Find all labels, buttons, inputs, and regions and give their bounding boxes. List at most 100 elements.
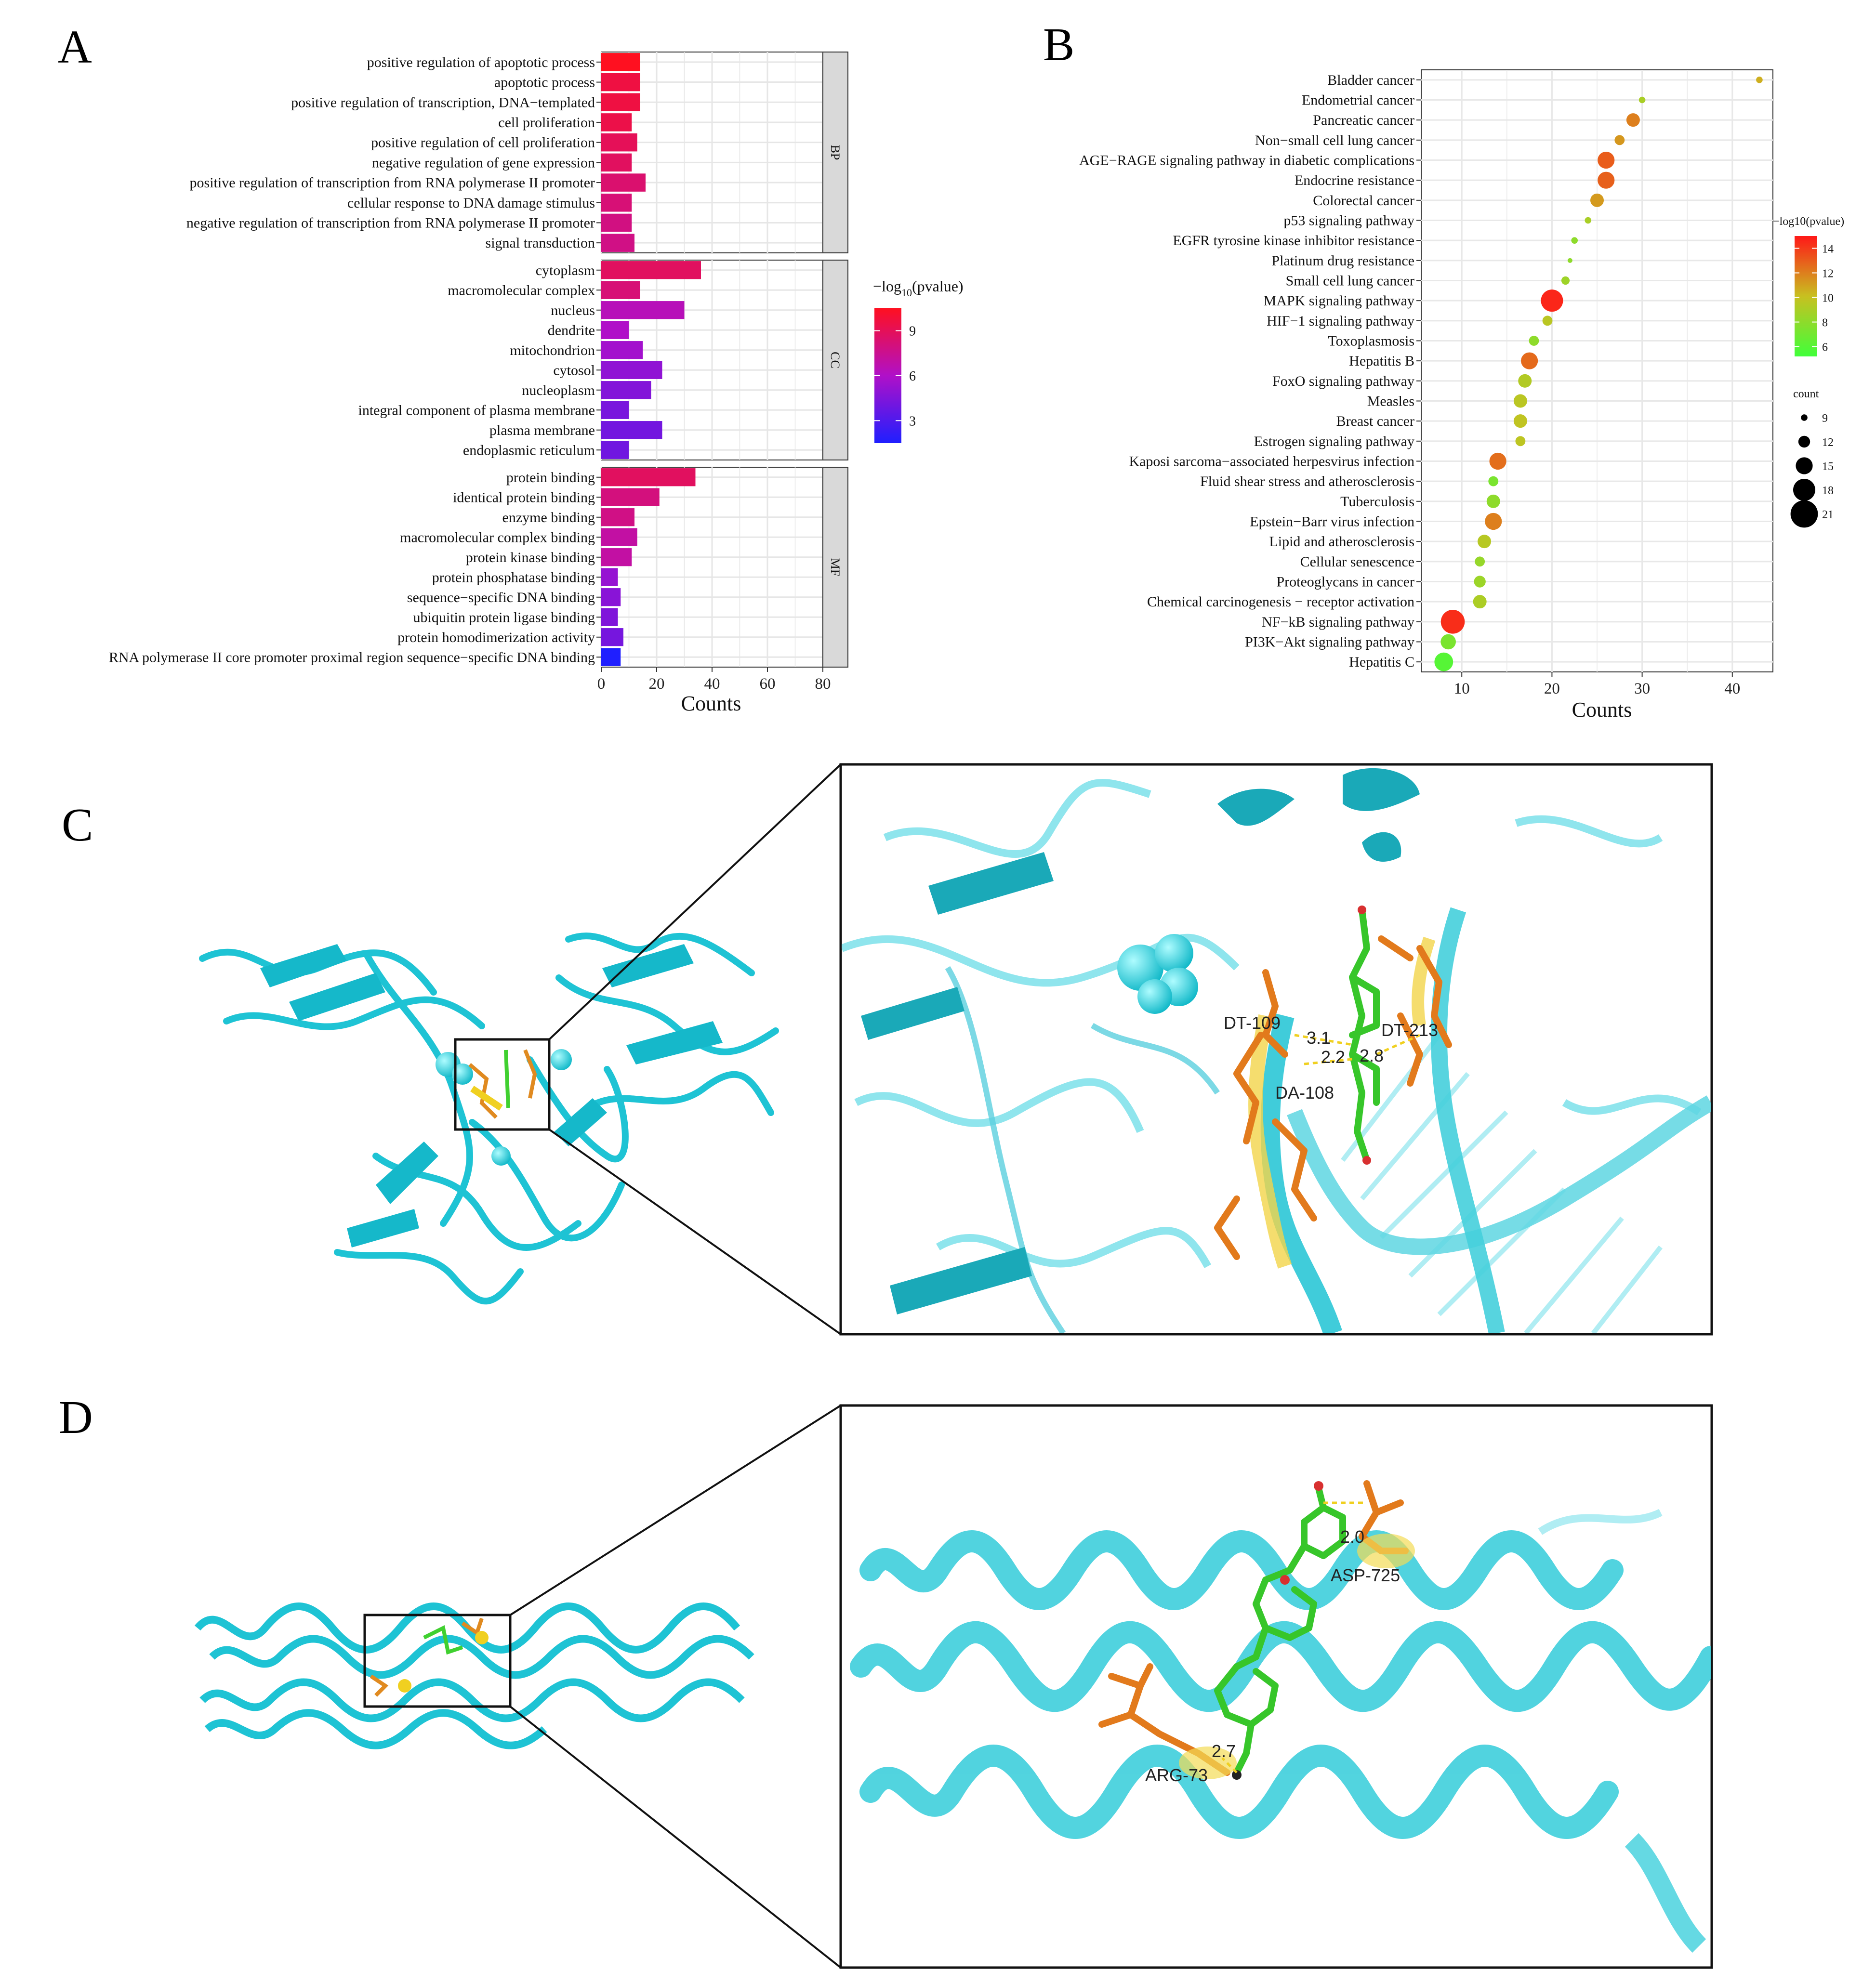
kegg-category-label: Epstein−Barr virus infection: [1250, 514, 1414, 530]
docking-c-zoom-box: [454, 1038, 551, 1131]
kegg-dot: [1515, 436, 1526, 447]
go-bar: [601, 548, 632, 566]
go-bar: [601, 73, 640, 92]
kegg-legend-tick-label: 6: [1822, 341, 1828, 354]
kegg-size-legend-dot: [1798, 435, 1810, 448]
go-category-label: protein kinase binding: [466, 550, 595, 565]
go-bar: [601, 113, 632, 131]
go-legend-title: −log10(pvalue): [873, 277, 964, 299]
go-category-label: cytosol: [553, 362, 595, 378]
kegg-legend-tick-label: 8: [1822, 317, 1828, 329]
kegg-dot: [1561, 276, 1570, 285]
label-distance-3-1: 3.1: [1307, 1028, 1331, 1048]
kegg-dot: [1518, 374, 1532, 388]
go-category-label: RNA polymerase II core promoter proximal…: [109, 649, 595, 665]
go-bar: [601, 153, 632, 172]
kegg-legend-ticks: 6 8 10 12 14: [1795, 243, 1834, 354]
kegg-category-label: Platinum drug resistance: [1271, 253, 1414, 269]
go-bar: [601, 361, 662, 379]
go-category-label: endoplasmic reticulum: [463, 442, 595, 458]
go-category-label: cytoplasm: [536, 263, 595, 278]
go-facet-strip: [822, 52, 848, 253]
label-distance-2-7: 2.7: [1212, 1741, 1236, 1761]
go-bar: [601, 281, 640, 299]
kegg-dot: [1585, 217, 1592, 224]
kegg-dot: [1521, 352, 1538, 369]
kegg-category-label: PI3K−Akt signaling pathway: [1245, 634, 1414, 650]
kegg-dot: [1513, 414, 1527, 428]
kegg-dot: [1475, 556, 1485, 567]
kegg-legend-tick-label: 10: [1822, 292, 1834, 305]
kegg-category-label: Small cell lung cancer: [1286, 273, 1414, 289]
go-category-label: dendrite: [548, 322, 595, 338]
go-x-tick-label: 60: [760, 675, 776, 693]
go-x-axis-title: Counts: [681, 692, 741, 715]
kegg-dot: [1626, 113, 1640, 127]
go-bar: [601, 401, 629, 419]
kegg-dot: [1485, 512, 1502, 530]
kegg-x-tick-label: 10: [1454, 680, 1470, 697]
label-da-108: DA-108: [1275, 1083, 1334, 1103]
kegg-category-label: Toxoplasmosis: [1328, 333, 1414, 349]
go-bar: [601, 421, 662, 439]
kegg-x-axis-title: Counts: [1572, 698, 1632, 722]
kegg-legend-tick-label: 14: [1822, 243, 1834, 256]
kegg-dot: [1478, 535, 1492, 549]
go-category-label: plasma membrane: [489, 422, 595, 438]
go-facet-strip-label: CC: [828, 352, 842, 368]
kegg-dot: [1590, 193, 1604, 207]
go-bar: [601, 608, 618, 626]
kegg-dot: [1756, 77, 1763, 83]
go-color-legend: −log10(pvalue) 3 6 9: [873, 277, 964, 443]
kegg-category-label: Breast cancer: [1336, 413, 1414, 429]
go-category-label: signal transduction: [486, 235, 595, 251]
go-facet-strip-label: MF: [828, 558, 842, 577]
go-bar: [601, 341, 643, 359]
label-dt-213: DT-213: [1381, 1020, 1438, 1040]
kegg-dot: [1486, 494, 1500, 508]
go-bar: [601, 133, 637, 152]
go-facet-strip-label: BP: [828, 145, 842, 160]
kegg-dot: [1440, 634, 1456, 650]
go-bar: [601, 508, 634, 526]
go-category-label: positive regulation of transcription, DN…: [291, 94, 595, 110]
go-category-label: negative regulation of transcription fro…: [186, 215, 595, 231]
go-category-label: ubiquitin protein ligase binding: [413, 609, 595, 625]
go-legend-tick-label: 6: [909, 369, 916, 384]
go-category-label: protein phosphatase binding: [432, 569, 595, 585]
go-category-label: protein homodimerization activity: [397, 630, 595, 645]
kegg-dot: [1567, 258, 1572, 263]
kegg-size-legend-label: 9: [1822, 412, 1828, 425]
go-category-label: cell proliferation: [498, 115, 595, 131]
kegg-dot: [1598, 151, 1615, 169]
panel-letter-b: B: [1043, 19, 1074, 71]
go-legend-tick-label: 9: [909, 324, 916, 339]
kegg-dot: [1614, 135, 1625, 145]
go-bar: [601, 488, 660, 506]
go-category-label: negative regulation of gene expression: [372, 155, 595, 171]
kegg-size-legend-title: count: [1793, 388, 1819, 400]
go-facet-strip: [822, 467, 848, 668]
go-category-label: positive regulation of transcription fro…: [190, 175, 595, 191]
go-bar: [601, 234, 634, 252]
go-enrichment-bar-chart: positive regulation of apoptotic process…: [109, 52, 848, 693]
kegg-legend-title: −log10(pvalue): [1773, 215, 1844, 228]
kegg-dot: [1541, 289, 1563, 312]
go-bar: [601, 441, 629, 459]
go-bar: [601, 628, 623, 646]
go-category-label: integral component of plasma membrane: [358, 402, 595, 418]
kegg-size-legend-label: 12: [1822, 436, 1834, 449]
kegg-dot: [1488, 476, 1499, 486]
go-category-label: positive regulation of cell proliferatio…: [371, 135, 595, 151]
go-bar: [601, 588, 621, 606]
kegg-dot: [1638, 96, 1646, 104]
kegg-size-legend-dot: [1790, 500, 1818, 528]
label-asp-725: ASP-725: [1331, 1565, 1400, 1585]
kegg-category-label: NF−kB signaling pathway: [1262, 614, 1414, 630]
go-bar: [601, 173, 646, 192]
go-x-tick-label: 20: [649, 675, 665, 693]
kegg-category-label: Lipid and atherosclerosis: [1269, 534, 1414, 550]
go-bar: [601, 381, 651, 399]
kegg-size-legend-label: 15: [1822, 460, 1834, 473]
go-category-label: identical protein binding: [453, 489, 595, 505]
